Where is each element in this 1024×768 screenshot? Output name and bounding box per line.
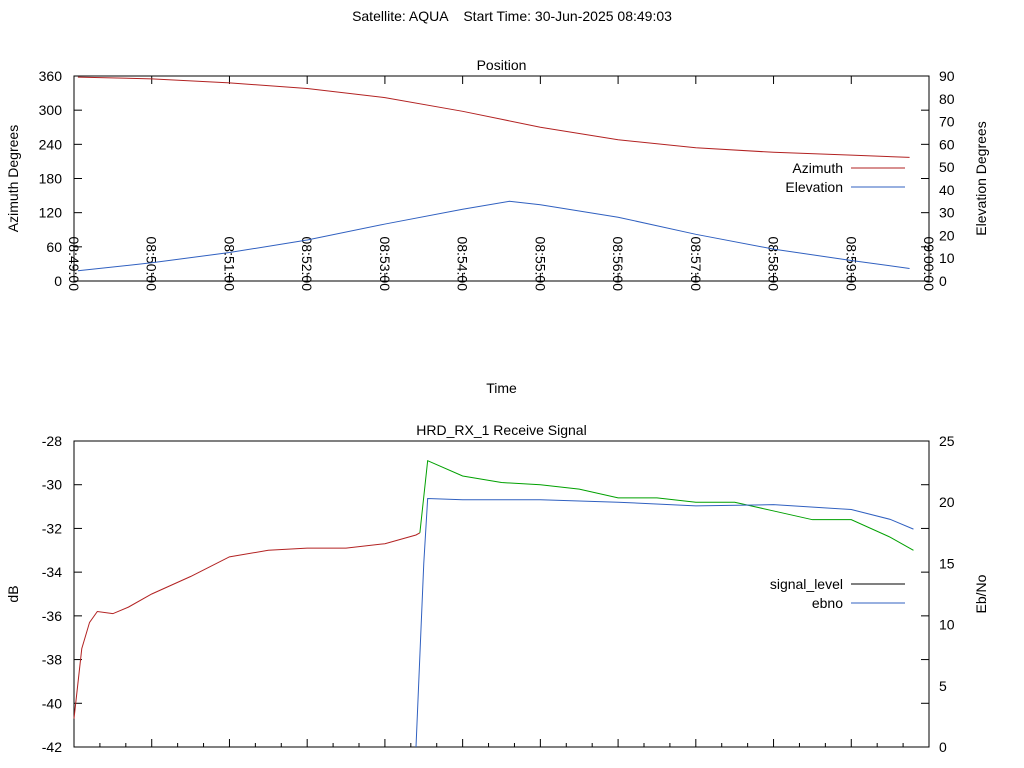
x-tick-label: 08:58:00 [766,237,782,292]
y2-tick-label: 60 [939,136,955,152]
y2-tick-label: 30 [939,205,955,221]
series-ebno-line [415,498,914,748]
y2-tick-label: 40 [939,182,955,198]
position-chart: Position 0 60 120 180 240 300 360 0 10 20 30 40 50 60 7… [5,57,989,396]
y-tick-label: 0 [54,273,62,289]
y2-tick-label: 70 [939,114,955,130]
y-tick-label: 60 [46,239,62,255]
y-tick-label: -38 [42,652,62,668]
y-tick-label: -32 [42,520,62,536]
y-tick-label: 360 [39,68,63,84]
y2-tick-label: 10 [939,617,955,633]
legend-label: Azimuth [792,160,843,176]
x-tick-label: 08:53:00 [377,237,393,292]
series-signal-level-line-segment [419,459,914,551]
x-tick-label: 08:56:00 [610,237,626,292]
y2-tick-label: 25 [939,433,955,449]
y-tick-label: -42 [42,739,62,755]
x-tick-label: 09:00:00 [921,237,937,292]
y2-tick-label: 80 [939,91,955,107]
y-tick-label: -28 [42,433,62,449]
y2-tick-label: 90 [939,68,955,84]
y-tick-label: -36 [42,608,62,624]
x-tick-label: 08:57:00 [688,237,704,292]
page-title: Satellite: AQUA Start Time: 30-Jun-2025 … [352,8,672,24]
y-tick-label: 300 [39,102,63,118]
y2-axis-label: Elevation Degrees [973,121,989,235]
series-azimuth-line [77,76,910,158]
x-tick-label: 08:52:00 [299,237,315,292]
x-tick-label: 08:50:00 [144,237,160,292]
x-tick-label: 08:55:00 [532,237,548,292]
y2-tick-label: 10 [939,250,955,266]
series-signal-level-line [73,532,421,719]
plot-frame [73,440,930,748]
y2-tick-label: 0 [939,273,947,289]
y-tick-label: -40 [42,695,62,711]
chart-title: Position [477,57,527,73]
receive-signal-chart: HRD_RX_1 Receive Signal -42 -40 -38 -36 -34 -3… [5,422,989,755]
legend-label: Elevation [785,179,843,195]
y2-axis-label: Eb/No [973,574,989,613]
y-axis-label: Azimuth Degrees [5,125,21,232]
y2-tick-label: 5 [939,678,947,694]
x-axis-label: Time [486,380,517,396]
y-axis-label: dB [5,585,21,602]
y-tick-label: 240 [39,136,63,152]
y-tick-label: -30 [42,477,62,493]
y-tick-label: -34 [42,564,62,580]
y2-tick-label: 15 [939,555,955,571]
x-tick-label: 08:49:00 [66,237,82,292]
x-tick-label: 08:54:00 [455,237,471,292]
y2-tick-label: 50 [939,159,955,175]
x-tick-label: 08:51:00 [221,237,237,292]
chart-title: HRD_RX_1 Receive Signal [416,422,586,438]
y-tick-label: 180 [39,171,63,187]
y2-tick-label: 20 [939,494,955,510]
x-tick-label: 08:59:00 [843,237,859,292]
y2-tick-label: 20 [939,227,955,243]
legend-label: ebno [812,595,843,611]
legend-label: signal_level [770,576,843,592]
y2-tick-label: 0 [939,739,947,755]
series-elevation-line [77,200,910,272]
y-tick-label: 120 [39,205,63,221]
